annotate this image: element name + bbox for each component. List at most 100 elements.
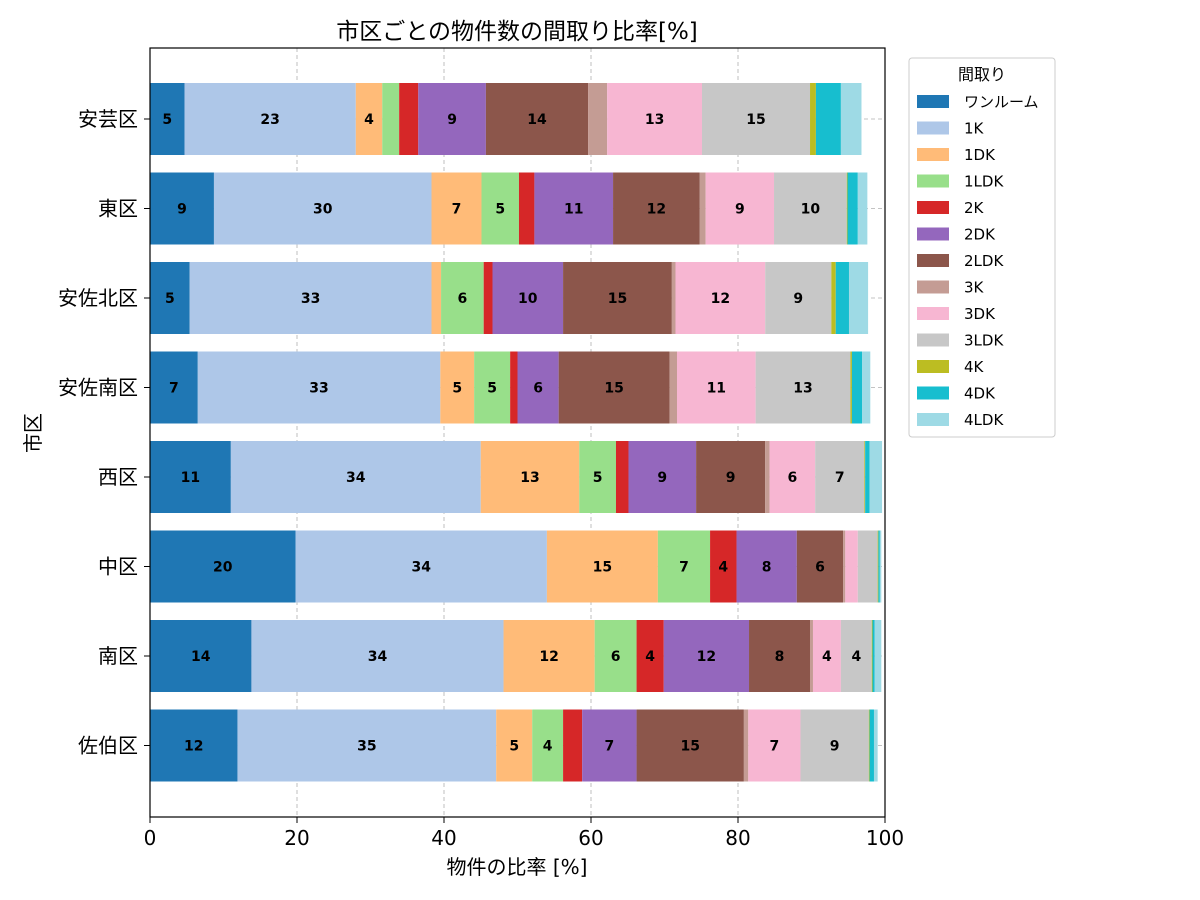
legend-swatch — [917, 174, 949, 188]
bar-value-label: 14 — [191, 649, 211, 665]
y-tick-label: 南区 — [98, 644, 138, 668]
bar-segment — [150, 620, 252, 692]
bar-value-label: 34 — [411, 560, 431, 576]
legend-label: ワンルーム — [964, 93, 1039, 111]
bar-value-label: 4 — [645, 649, 655, 665]
bar-segment — [835, 262, 849, 334]
x-tick-label: 60 — [578, 826, 603, 850]
bar-value-label: 11 — [181, 470, 200, 486]
legend-swatch — [917, 148, 949, 161]
bar-segment — [628, 441, 697, 513]
bar-segment — [563, 709, 583, 782]
bar-value-label: 35 — [357, 739, 376, 755]
bar-segment — [850, 351, 852, 424]
bar-value-label: 15 — [608, 291, 627, 307]
bar-segment — [765, 262, 832, 334]
bar-segment — [517, 351, 559, 424]
bar-segment — [874, 620, 882, 692]
x-tick-label: 80 — [725, 826, 750, 850]
bar-segment — [295, 530, 547, 603]
x-axis: 0 20 40 60 80 100 — [144, 817, 904, 850]
bar-segment — [865, 441, 870, 513]
bar-value-label: 6 — [458, 291, 468, 307]
bar-segment — [857, 530, 878, 603]
x-tick-label: 100 — [866, 826, 904, 850]
bar-segment — [812, 620, 841, 692]
bar-segment — [636, 620, 664, 692]
y-tick-label: 西区 — [98, 465, 138, 489]
legend-label: 1K — [964, 120, 985, 138]
bar-segment — [765, 441, 770, 513]
bar-segment — [440, 351, 475, 424]
legend-label: 4K — [964, 358, 985, 376]
bar-value-label: 33 — [309, 381, 328, 397]
bar-segment — [615, 441, 629, 513]
bar-segment — [669, 351, 677, 424]
bar-segment — [736, 530, 797, 603]
bar-segment — [418, 83, 486, 155]
bar-segment — [582, 709, 637, 782]
bar-segment — [150, 351, 198, 424]
y-tick-label: 中区 — [98, 555, 138, 579]
legend-label: 2LDK — [964, 252, 1004, 270]
plot-frame — [149, 47, 886, 818]
bar-segment — [237, 709, 497, 782]
bar-segment — [481, 172, 519, 245]
y-tick-label: 東区 — [98, 197, 138, 221]
bar-segment — [213, 172, 432, 245]
bar-segment — [710, 530, 737, 603]
bar-segment — [441, 262, 484, 334]
bar-segment — [848, 262, 869, 334]
bar-segment — [701, 83, 811, 155]
bar-value-label: 5 — [509, 739, 519, 755]
bar-value-label: 9 — [793, 291, 803, 307]
bar-segment — [496, 709, 533, 782]
bar-value-label: 6 — [533, 381, 543, 397]
x-tick-label: 20 — [284, 826, 309, 850]
bar-value-label: 8 — [775, 649, 785, 665]
legend-swatch — [917, 360, 949, 373]
bar-segment — [675, 262, 766, 334]
bar-value-label: 11 — [564, 202, 583, 218]
bar-segment — [563, 262, 672, 334]
bar-segment — [845, 530, 858, 603]
bar-value-label: 11 — [707, 381, 726, 397]
bar-value-label: 9 — [177, 202, 187, 218]
bar-segment — [810, 83, 816, 155]
bar-segment — [150, 172, 214, 245]
bar-segment — [871, 620, 873, 692]
bar-segment — [197, 351, 441, 424]
bar-segment — [588, 83, 608, 155]
legend-label: 3LDK — [964, 332, 1004, 350]
bar-segment — [840, 620, 872, 692]
bar-segment — [872, 620, 875, 692]
bar-segment — [579, 441, 616, 513]
legend-label: 1DK — [964, 146, 996, 164]
bar-value-label: 13 — [520, 470, 539, 486]
bar-segment — [607, 83, 702, 155]
legend-swatch — [917, 201, 949, 214]
bar-segment — [518, 172, 535, 245]
bar-segment — [843, 530, 846, 603]
legend-label: 4LDK — [964, 411, 1004, 429]
bar-value-label: 6 — [611, 649, 621, 665]
bar-segment — [474, 351, 511, 424]
bar-value-label: 4 — [543, 739, 553, 755]
legend-swatch — [917, 280, 949, 294]
bar-segment — [663, 620, 750, 692]
legend-swatch — [917, 386, 949, 400]
bar-value-label: 12 — [711, 291, 730, 307]
bar-segment — [492, 262, 564, 334]
bar-value-label: 7 — [169, 381, 179, 397]
legend-label: 2DK — [964, 226, 996, 244]
bar-value-label: 30 — [313, 202, 333, 218]
bar-value-label: 7 — [452, 202, 462, 218]
bar-segment — [485, 83, 589, 155]
bar-segment — [431, 262, 442, 334]
bar-value-label: 15 — [746, 112, 765, 128]
bar-segment — [594, 620, 637, 692]
bar-segment — [873, 709, 878, 782]
bar-segment — [483, 262, 493, 334]
bar-value-label: 4 — [822, 649, 832, 665]
bar-value-label: 6 — [815, 560, 825, 576]
